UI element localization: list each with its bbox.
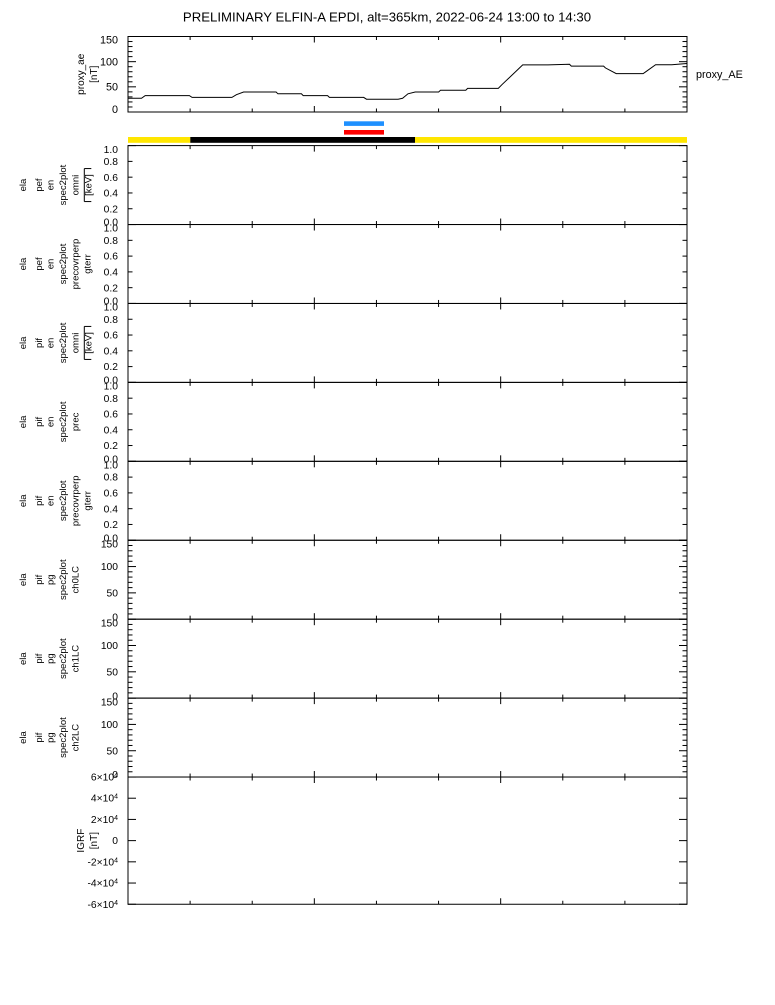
svg-text:ch2LC: ch2LC xyxy=(70,724,81,752)
svg-text:pif: pif xyxy=(34,495,45,505)
svg-text:gterr: gterr xyxy=(83,254,94,274)
svg-text:0.2: 0.2 xyxy=(104,441,119,452)
svg-text:2×104: 2×104 xyxy=(91,814,118,826)
svg-text:ela: ela xyxy=(18,257,29,270)
svg-text:ch0LC: ch0LC xyxy=(70,566,81,594)
svg-text:en: en xyxy=(46,496,57,507)
svg-text:100: 100 xyxy=(101,720,118,731)
svg-text:ela: ela xyxy=(18,336,29,349)
svg-text:0.2: 0.2 xyxy=(104,283,119,294)
svg-text:[nT]: [nT] xyxy=(89,65,100,82)
svg-text:pg: pg xyxy=(46,732,57,743)
svg-text:0: 0 xyxy=(112,104,118,116)
svg-text:ela: ela xyxy=(18,415,29,428)
svg-text:-2×104: -2×104 xyxy=(87,857,118,869)
svg-text:0.8: 0.8 xyxy=(104,157,119,168)
svg-text:50: 50 xyxy=(107,667,119,678)
svg-text:prec: prec xyxy=(70,412,81,431)
svg-text:pef: pef xyxy=(34,178,45,192)
svg-text:ela: ela xyxy=(18,573,29,586)
svg-text:en: en xyxy=(46,180,57,191)
svg-text:0.2: 0.2 xyxy=(104,362,119,373)
svg-text:-6×104: -6×104 xyxy=(87,899,118,911)
svg-text:ela: ela xyxy=(18,731,29,744)
svg-text:pg: pg xyxy=(46,574,57,585)
svg-text:0.2: 0.2 xyxy=(104,520,119,531)
svg-text:[keV]: [keV] xyxy=(83,332,94,354)
svg-text:spec2plot: spec2plot xyxy=(58,322,69,363)
svg-text:0.6: 0.6 xyxy=(104,488,119,499)
svg-text:50: 50 xyxy=(107,746,119,757)
svg-text:0.2: 0.2 xyxy=(104,204,119,215)
svg-text:0.8: 0.8 xyxy=(104,394,119,405)
svg-text:0.6: 0.6 xyxy=(104,252,119,263)
svg-text:0.4: 0.4 xyxy=(104,267,119,278)
svg-text:PRELIMINARY ELFIN-A EPDI, alt=: PRELIMINARY ELFIN-A EPDI, alt=365km, 202… xyxy=(183,10,591,25)
svg-text:spec2plot: spec2plot xyxy=(58,559,69,600)
svg-text:0.6: 0.6 xyxy=(104,410,119,421)
svg-text:en: en xyxy=(46,417,57,428)
svg-text:-4×104: -4×104 xyxy=(87,878,118,890)
svg-text:pif: pif xyxy=(34,653,45,663)
svg-text:pif: pif xyxy=(34,732,45,742)
svg-text:0.4: 0.4 xyxy=(104,504,119,515)
svg-text:1.0: 1.0 xyxy=(104,382,119,393)
svg-text:0.6: 0.6 xyxy=(104,173,119,184)
svg-text:50: 50 xyxy=(107,588,119,599)
svg-text:ela: ela xyxy=(18,178,29,191)
svg-text:spec2plot: spec2plot xyxy=(58,243,69,284)
svg-text:ch1LC: ch1LC xyxy=(70,645,81,673)
svg-text:omni: omni xyxy=(70,333,81,354)
svg-text:0.6: 0.6 xyxy=(104,331,119,342)
svg-text:0.4: 0.4 xyxy=(104,425,119,436)
svg-text:150: 150 xyxy=(101,618,118,629)
svg-text:spec2plot: spec2plot xyxy=(58,638,69,679)
svg-text:[nT]: [nT] xyxy=(89,832,100,849)
svg-text:0.8: 0.8 xyxy=(104,236,119,247)
svg-text:spec2plot: spec2plot xyxy=(58,164,69,205)
svg-text:gterr: gterr xyxy=(83,491,94,511)
svg-text:IGRF: IGRF xyxy=(76,829,87,853)
svg-text:proxy_AE: proxy_AE xyxy=(696,69,743,81)
svg-text:0.8: 0.8 xyxy=(104,315,119,326)
svg-text:pif: pif xyxy=(34,416,45,426)
svg-text:pif: pif xyxy=(34,338,45,348)
svg-text:spec2plot: spec2plot xyxy=(58,401,69,442)
svg-text:spec2plot: spec2plot xyxy=(58,480,69,521)
svg-text:spec2plot: spec2plot xyxy=(58,717,69,758)
svg-text:pif: pif xyxy=(34,574,45,584)
svg-text:1.0: 1.0 xyxy=(104,303,119,314)
svg-text:[keV]: [keV] xyxy=(83,174,94,196)
svg-text:50: 50 xyxy=(106,81,118,93)
svg-text:1.0: 1.0 xyxy=(104,145,119,156)
svg-text:ela: ela xyxy=(18,494,29,507)
svg-text:150: 150 xyxy=(101,697,118,708)
svg-text:0.4: 0.4 xyxy=(104,189,119,200)
svg-text:omni: omni xyxy=(70,175,81,196)
svg-text:100: 100 xyxy=(101,562,118,573)
svg-text:pg: pg xyxy=(46,653,57,664)
svg-text:precovrperp: precovrperp xyxy=(70,475,81,526)
svg-text:1.0: 1.0 xyxy=(104,224,119,235)
svg-text:1.0: 1.0 xyxy=(104,461,119,472)
svg-text:ela: ela xyxy=(18,652,29,665)
svg-text:4×104: 4×104 xyxy=(91,793,118,805)
svg-text:precovrperp: precovrperp xyxy=(70,239,81,290)
svg-text:100: 100 xyxy=(100,56,118,68)
svg-text:en: en xyxy=(46,259,57,270)
svg-text:150: 150 xyxy=(101,539,118,550)
svg-text:100: 100 xyxy=(101,641,118,652)
svg-text:0.8: 0.8 xyxy=(104,473,119,484)
svg-text:0: 0 xyxy=(112,836,118,847)
svg-text:proxy_ae: proxy_ae xyxy=(76,53,87,95)
svg-text:pef: pef xyxy=(34,257,45,271)
svg-text:0.4: 0.4 xyxy=(104,346,119,357)
svg-text:6×104: 6×104 xyxy=(91,772,118,784)
svg-text:en: en xyxy=(46,338,57,349)
svg-text:150: 150 xyxy=(100,35,118,47)
